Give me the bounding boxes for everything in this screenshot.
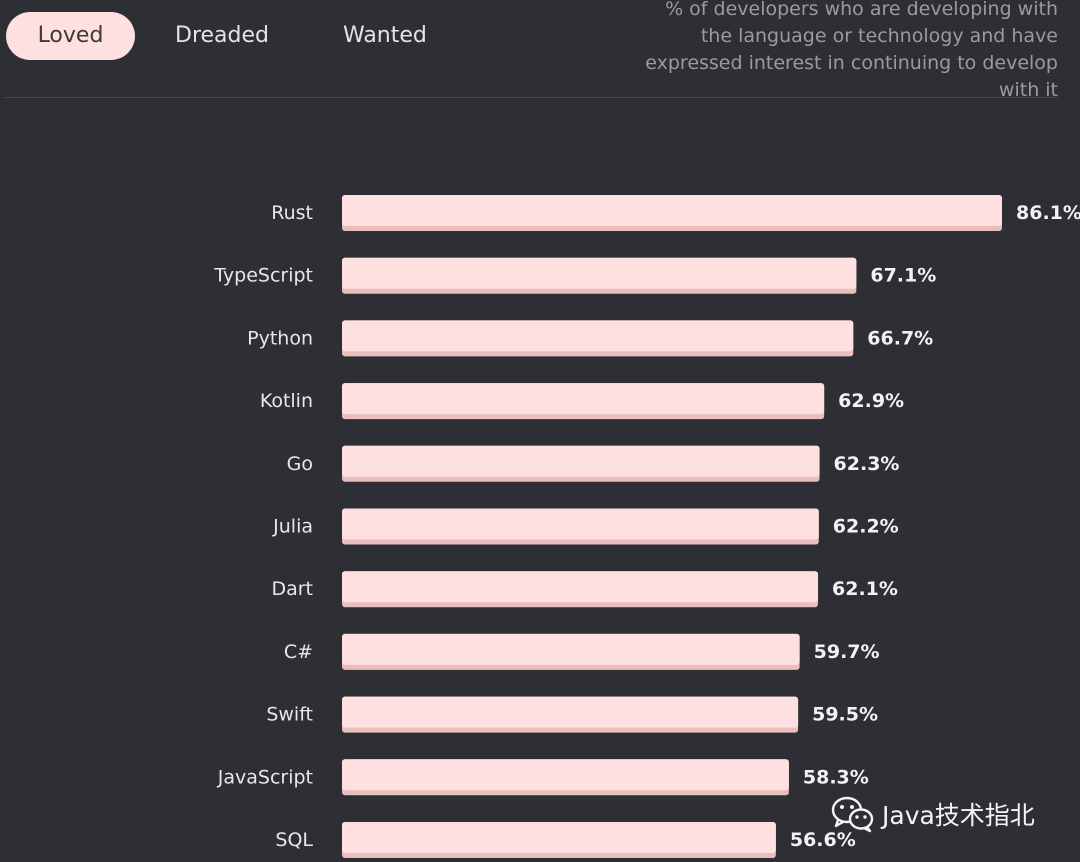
bar-row-sql: SQL 56.6% (275, 822, 856, 858)
bar[interactable] (342, 759, 789, 791)
bar-row-kotlin: Kotlin 62.9% (260, 383, 904, 420)
value-label: 66.7% (867, 327, 933, 349)
category-label: Dart (271, 578, 313, 600)
value-label: 62.9% (838, 390, 904, 412)
category-label: Kotlin (260, 390, 313, 412)
bar-row-julia: Julia 62.2% (272, 508, 899, 545)
chart-description: % of developers who are developing with … (645, 0, 1058, 101)
category-label: JavaScript (217, 766, 313, 788)
bar[interactable] (342, 445, 820, 477)
value-label: 59.7% (814, 641, 880, 663)
bar-row-rust: Rust 86.1% (271, 195, 1080, 231)
bar[interactable] (342, 508, 819, 540)
category-label: Swift (266, 704, 313, 726)
bar-row-javascript: JavaScript 58.3% (217, 759, 869, 796)
bar[interactable] (342, 633, 800, 665)
category-label: Go (287, 453, 313, 475)
value-label: 62.3% (834, 453, 900, 475)
value-label: 62.1% (832, 578, 898, 600)
category-label: Julia (272, 516, 313, 538)
watermark-text: Java技术指北 (882, 801, 1035, 830)
tab-dreaded[interactable]: Dreaded (175, 23, 269, 48)
bar-row-dart: Dart 62.1% (271, 571, 898, 608)
bar-row-typescript: TypeScript 67.1% (213, 257, 936, 294)
bar[interactable] (342, 696, 799, 728)
category-tabs: Loved Dreaded Wanted (6, 12, 461, 60)
bar-row-swift: Swift 59.5% (266, 696, 878, 733)
value-label: 62.2% (833, 516, 899, 538)
wechat-icon (831, 796, 874, 833)
category-label: C# (284, 641, 313, 663)
bar[interactable] (342, 195, 1002, 226)
value-label: 56.6% (790, 829, 856, 851)
bar-row-go: Go 62.3% (287, 445, 900, 482)
bar[interactable] (342, 257, 857, 289)
bar[interactable] (342, 571, 819, 603)
bar-row-python: Python 66.7% (247, 320, 933, 357)
category-label: SQL (275, 829, 313, 851)
category-label: TypeScript (213, 265, 313, 287)
category-label: Python (247, 327, 313, 349)
header-divider (4, 97, 1058, 98)
bar[interactable] (342, 320, 854, 352)
tab-loved[interactable]: Loved (6, 12, 135, 60)
category-label: Rust (271, 202, 313, 224)
value-label: 86.1% (1016, 202, 1080, 224)
tab-wanted[interactable]: Wanted (342, 23, 427, 48)
watermark: Java技术指北 (830, 794, 1035, 834)
value-label: 58.3% (803, 766, 869, 788)
bar[interactable] (342, 822, 776, 853)
value-label: 59.5% (812, 704, 878, 726)
bar-row-c: C# 59.7% (284, 633, 880, 670)
bar[interactable] (342, 383, 825, 415)
value-label: 67.1% (870, 265, 936, 287)
